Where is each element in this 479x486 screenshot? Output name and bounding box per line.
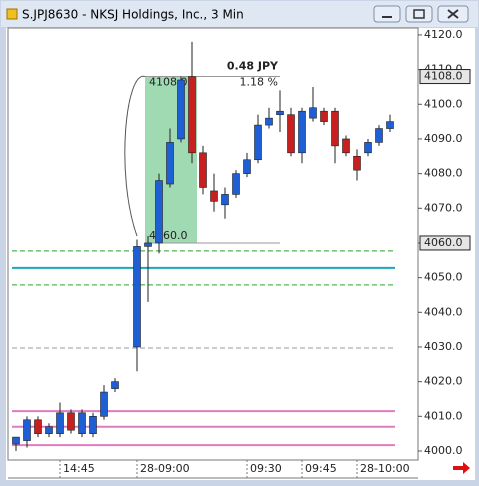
y-tick-label: 4030.0 [424, 340, 463, 353]
candle-body [276, 110, 284, 115]
candle-body [67, 412, 75, 431]
window-title: S.JPJ8630 - NKSJ Holdings, Inc., 3 Min [22, 8, 244, 22]
candle-body [309, 107, 317, 119]
price-marker-label: 4108.0 [424, 70, 463, 83]
candle-body [353, 155, 361, 171]
candle-body [12, 436, 20, 445]
x-tick-label: 28-09:00 [140, 462, 190, 475]
maximize-button[interactable] [405, 5, 433, 23]
y-tick-label: 4070.0 [424, 201, 463, 214]
x-tick-label: 09:30 [250, 462, 282, 475]
candle-body [221, 194, 229, 206]
candle-body [199, 152, 207, 188]
candle-body [298, 110, 306, 154]
plot-area [7, 27, 419, 461]
candle-body [364, 142, 372, 154]
candle-body [254, 124, 262, 161]
candle-body [89, 416, 97, 434]
candle-body [386, 121, 394, 129]
scroll-arrow[interactable] [453, 462, 470, 474]
price-marker-label: 4060.0 [424, 236, 463, 249]
y-tick-label: 4050.0 [424, 271, 463, 284]
y-tick-label: 4080.0 [424, 167, 463, 180]
y-tick-label: 4010.0 [424, 409, 463, 422]
maximize-icon [413, 9, 425, 19]
candle-body [133, 246, 141, 348]
candle-body [232, 173, 240, 195]
candle-body [265, 117, 273, 126]
candle-body [243, 159, 251, 174]
candle-body [100, 391, 108, 417]
candle-body [287, 114, 295, 154]
measure-percent: 1.18 % [240, 76, 278, 89]
candle-body [144, 242, 152, 247]
candle-body [111, 381, 119, 389]
x-tick-label: 09:45 [305, 462, 337, 475]
candle-body [78, 412, 86, 434]
window-buttons[interactable] [373, 5, 469, 23]
candle-body [342, 138, 350, 154]
measure-change: 0.48 JPY [227, 60, 279, 73]
candle-body [56, 412, 64, 434]
window-icon [6, 8, 18, 20]
measure-start-label: 4060.0 [149, 229, 188, 242]
y-tick-label: 4120.0 [424, 28, 463, 41]
y-tick-label: 4020.0 [424, 375, 463, 388]
minimize-button[interactable] [373, 5, 401, 23]
measure-arc [124, 76, 146, 237]
y-tick-label: 4040.0 [424, 305, 463, 318]
x-tick-label: 28-10:00 [360, 462, 410, 475]
close-icon [447, 9, 459, 19]
candle-body [45, 426, 53, 434]
y-tick-label: 4090.0 [424, 132, 463, 145]
candle-body [155, 180, 163, 244]
candle-body [210, 190, 218, 202]
candle-body [331, 110, 339, 147]
candle-body [166, 142, 174, 185]
price-marker-box [419, 235, 471, 251]
candle-body [320, 110, 328, 122]
x-tick-label: 14:45 [63, 462, 95, 475]
candle-body [34, 419, 42, 434]
price-marker-box [419, 69, 471, 85]
candle-body [177, 79, 185, 140]
candle-body [375, 128, 383, 143]
y-tick-label: 4100.0 [424, 97, 463, 110]
candle-body [188, 76, 196, 154]
candle-body [23, 419, 31, 441]
y-tick-label: 4000.0 [424, 444, 463, 457]
